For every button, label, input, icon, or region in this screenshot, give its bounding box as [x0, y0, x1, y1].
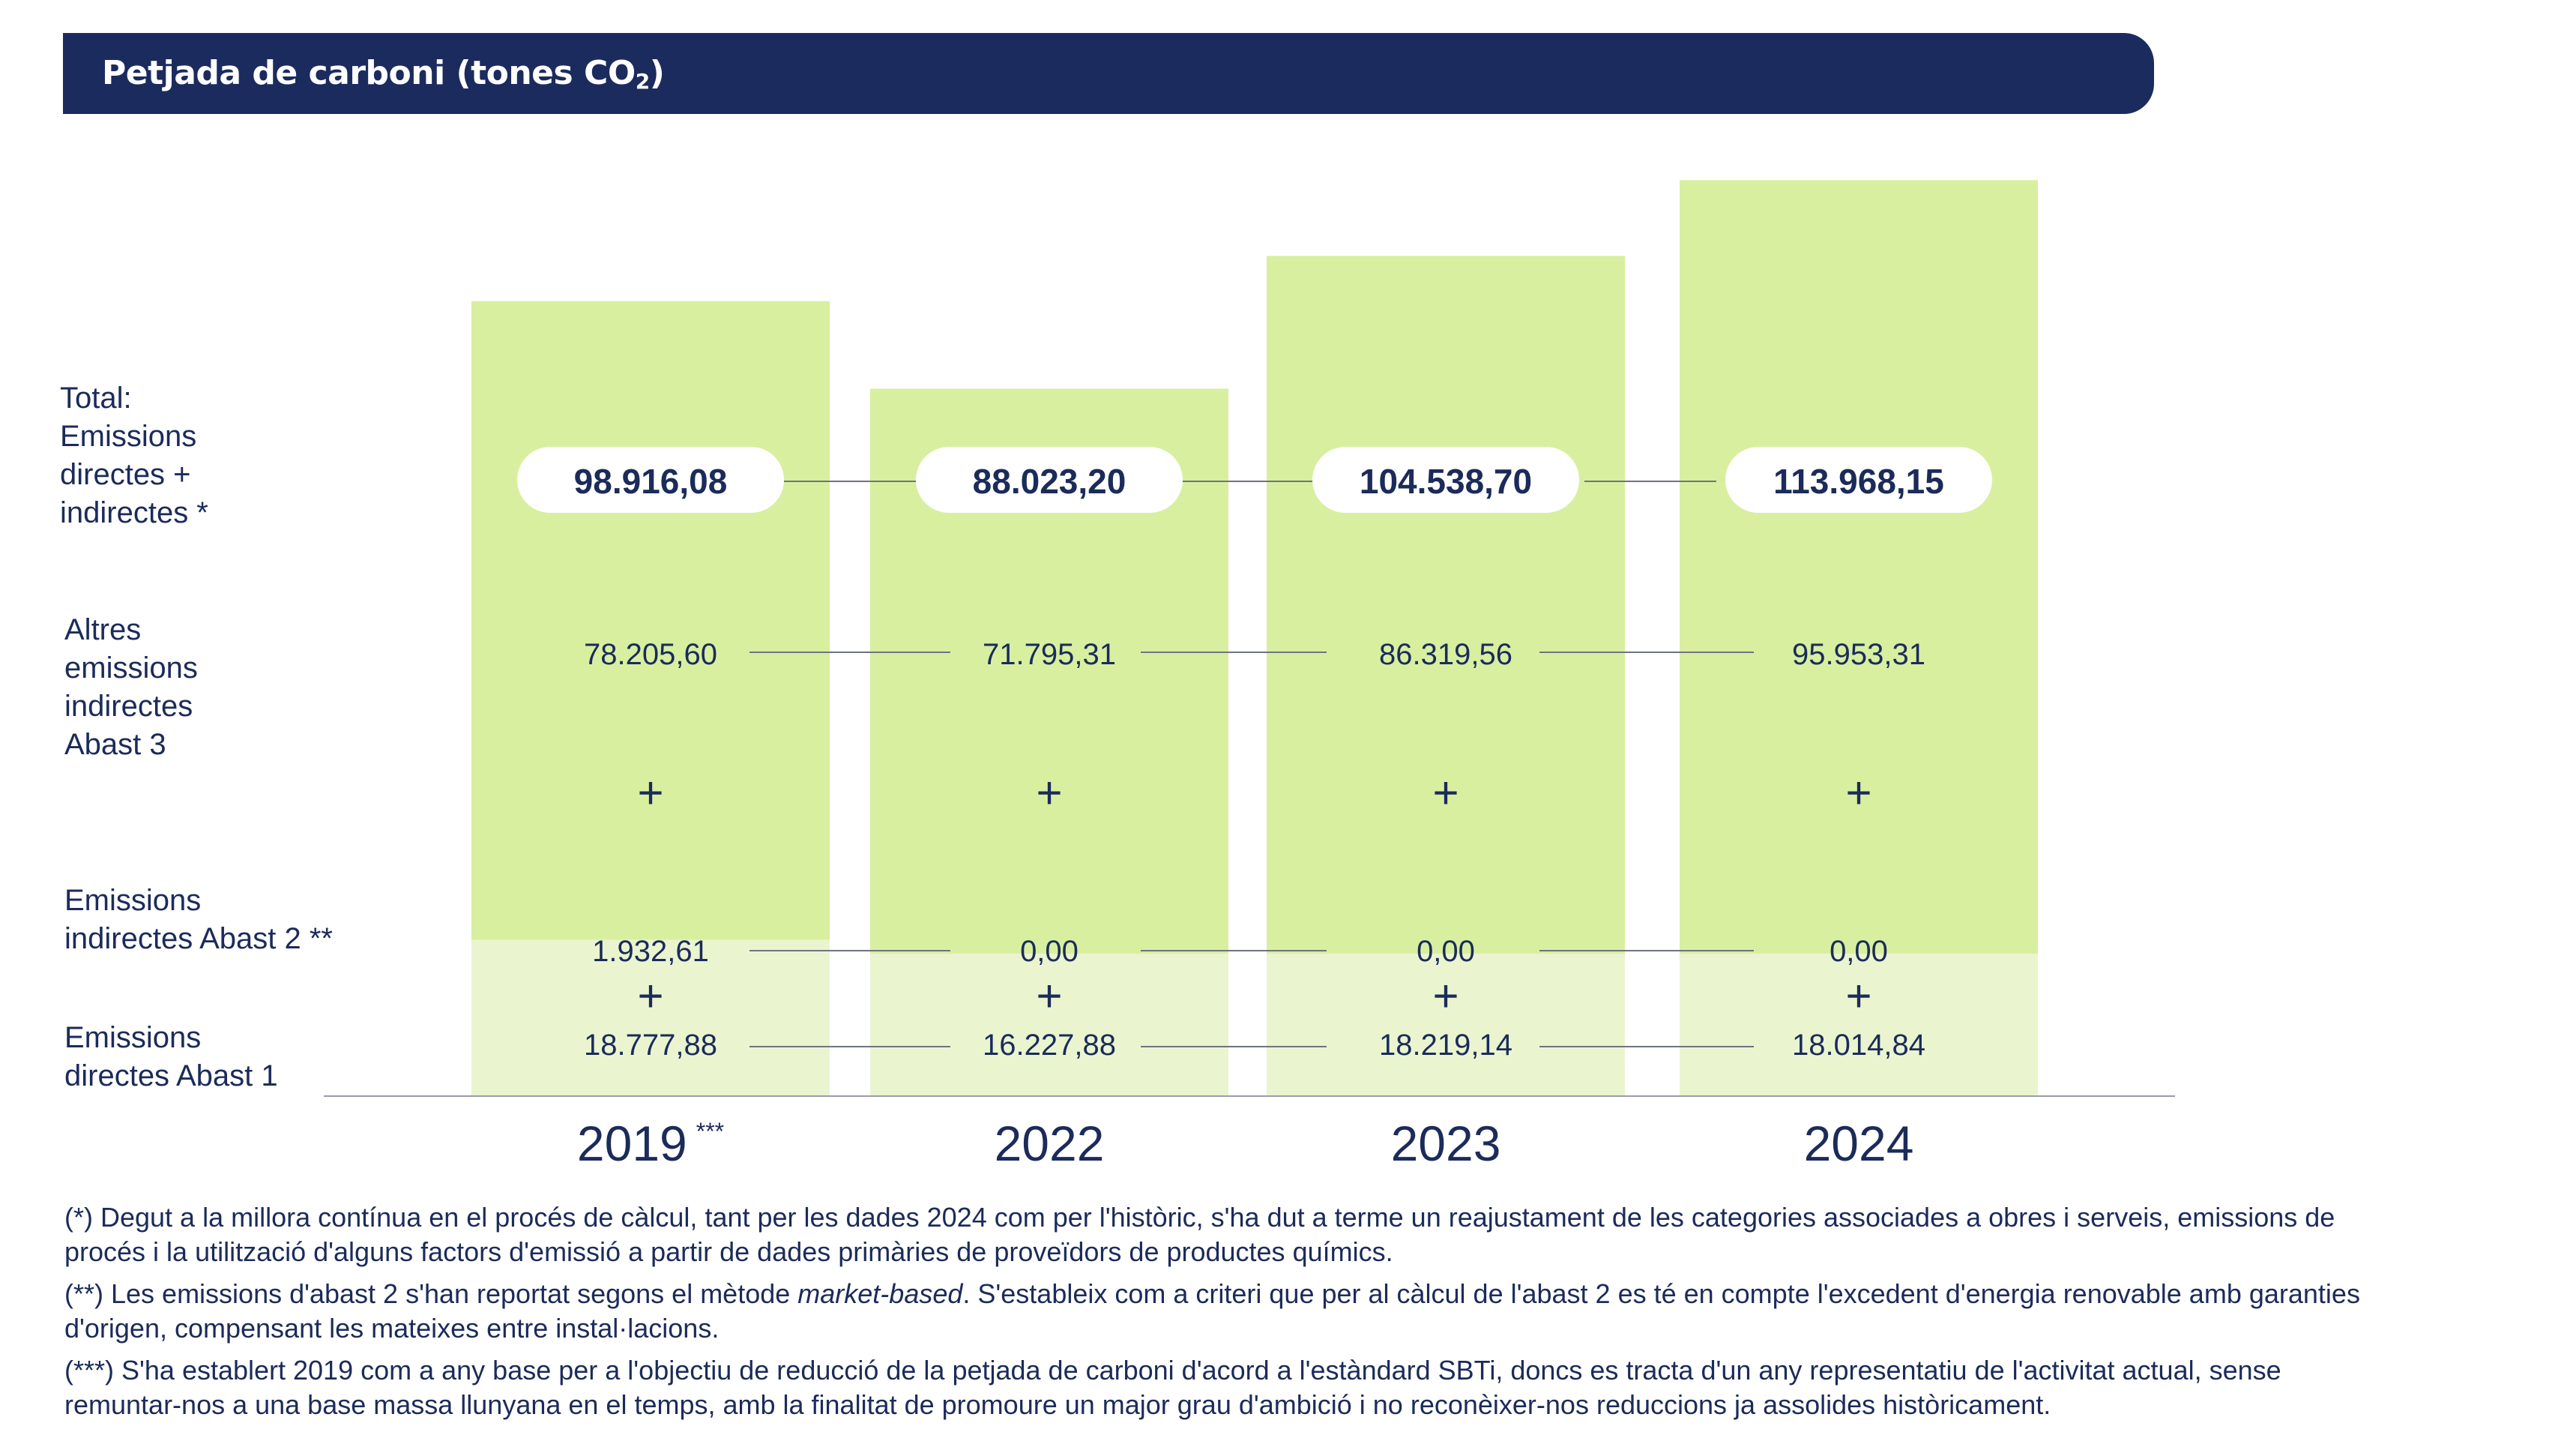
plus-sign-lower-2: + [1432, 971, 1459, 1021]
plus-sign-upper-1: + [1036, 768, 1062, 818]
bar-scope3-0 [471, 301, 830, 940]
value-label-s0-0: 18.777,88 [584, 1029, 717, 1062]
plus-sign-upper-2: + [1432, 768, 1459, 818]
bar-scope3-2 [1267, 256, 1625, 954]
value-label-s2-0: 78.205,60 [584, 638, 717, 671]
plus-sign-lower-3: + [1845, 971, 1871, 1021]
bar-scope12-2 [1267, 954, 1625, 1096]
value-label-s0-3: 18.014,84 [1792, 1029, 1925, 1062]
category-label-1: 2022 [995, 1116, 1105, 1171]
footnote-3: (***) S'ha establert 2019 com a any base… [64, 1355, 2281, 1420]
plus-sign-upper-0: + [637, 768, 663, 818]
value-label-s1-0: 1.932,61 [592, 935, 709, 968]
total-pill-2 [1312, 447, 1579, 513]
row-label-scope2: Emissions indirectes Abast 2 ** [64, 884, 333, 955]
value-label-s0-2: 18.219,14 [1379, 1029, 1512, 1062]
value-label-s0-1: 16.227,88 [983, 1029, 1116, 1062]
plus-sign-upper-3: + [1845, 768, 1871, 818]
bar-scope12-3 [1680, 954, 2038, 1096]
plus-sign-lower-1: + [1036, 971, 1062, 1021]
bar-scope12-0 [471, 939, 830, 1096]
total-label-3: 113.968,15 [1773, 462, 1944, 501]
value-label-s2-2: 86.319,56 [1379, 638, 1512, 671]
plus-sign-lower-0: + [637, 971, 663, 1021]
category-label-0: 2019 *** [577, 1116, 724, 1171]
total-label-1: 88.023,20 [973, 462, 1126, 501]
row-label-scope3: Altres emissions indirectes Abast 3 [64, 613, 198, 761]
footnote-1: (*) Degut a la millora contínua en el pr… [64, 1202, 2335, 1267]
value-label-s2-1: 71.795,31 [983, 638, 1116, 671]
total-label-2: 104.538,70 [1360, 462, 1532, 501]
total-label-0: 98.916,08 [574, 462, 728, 501]
bar-scope12-1 [870, 954, 1228, 1096]
chart-title: Petjada de carboni (tones CO2) [102, 54, 665, 94]
bar-scope3-3 [1680, 180, 2038, 954]
total-pill-0 [517, 447, 784, 513]
category-label-2: 2023 [1391, 1116, 1501, 1171]
row-label-total: Total: Emissions directes + indirectes * [60, 382, 208, 529]
chart-header-bar: Petjada de carboni (tones CO2) [63, 33, 2154, 114]
value-label-s1-2: 0,00 [1417, 935, 1475, 968]
value-label-s1-1: 0,00 [1020, 935, 1079, 968]
total-pill-3 [1725, 447, 1992, 513]
category-label-3: 2024 [1804, 1116, 1914, 1171]
row-label-scope1: Emissions directes Abast 1 [64, 1021, 278, 1092]
stacked-bar-chart: 98.916,08 88.023,20 104.538,70 113.968,15 18… [324, 180, 2175, 1171]
value-label-s2-3: 95.953,31 [1792, 638, 1925, 671]
footnote-2: (**) Les emissions d'abast 2 s'han repor… [64, 1278, 2360, 1344]
value-label-s1-3: 0,00 [1830, 935, 1888, 968]
total-pill-1 [916, 447, 1183, 513]
